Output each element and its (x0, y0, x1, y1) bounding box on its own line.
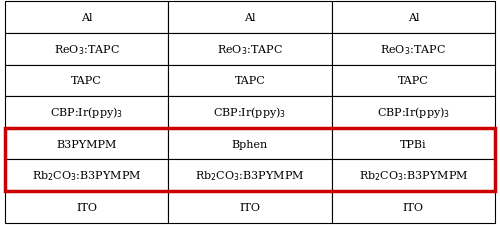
Text: Rb$_2$CO$_3$:B3PYMPM: Rb$_2$CO$_3$:B3PYMPM (196, 169, 304, 182)
Bar (5, 128, 168, 160)
Bar (5, 65, 168, 97)
Text: Bphen: Bphen (232, 139, 268, 149)
Text: ReO$_3$:TAPC: ReO$_3$:TAPC (54, 43, 120, 56)
Bar (5, 128, 495, 191)
Text: ITO: ITO (76, 202, 97, 212)
Bar (5, 160, 168, 191)
Text: Rb$_2$CO$_3$:B3PYMPM: Rb$_2$CO$_3$:B3PYMPM (32, 169, 142, 182)
Text: TAPC: TAPC (72, 76, 102, 86)
Bar (168, 97, 332, 128)
Bar (332, 65, 495, 97)
Bar (168, 160, 332, 191)
Bar (5, 2, 168, 34)
Text: Al: Al (408, 13, 419, 23)
Text: Al: Al (244, 13, 256, 23)
Bar (5, 97, 168, 128)
Bar (168, 191, 332, 223)
Text: TAPC: TAPC (398, 76, 428, 86)
Text: TPBi: TPBi (400, 139, 426, 149)
Text: CBP:Ir(ppy)$_3$: CBP:Ir(ppy)$_3$ (50, 105, 124, 120)
Bar (5, 191, 168, 223)
Text: ITO: ITO (403, 202, 424, 212)
Text: ReO$_3$:TAPC: ReO$_3$:TAPC (217, 43, 283, 56)
Text: TAPC: TAPC (234, 76, 266, 86)
Text: Rb$_2$CO$_3$:B3PYMPM: Rb$_2$CO$_3$:B3PYMPM (358, 169, 468, 182)
Text: ReO$_3$:TAPC: ReO$_3$:TAPC (380, 43, 446, 56)
Bar (332, 34, 495, 65)
Bar (332, 160, 495, 191)
Bar (332, 191, 495, 223)
Bar (168, 2, 332, 34)
Text: B3PYMPM: B3PYMPM (56, 139, 117, 149)
Bar (168, 65, 332, 97)
Bar (332, 128, 495, 160)
Text: ITO: ITO (240, 202, 260, 212)
Text: Al: Al (81, 13, 92, 23)
Bar (332, 97, 495, 128)
Bar (332, 2, 495, 34)
Text: CBP:Ir(ppy)$_3$: CBP:Ir(ppy)$_3$ (376, 105, 450, 120)
Bar (168, 128, 332, 160)
Text: CBP:Ir(ppy)$_3$: CBP:Ir(ppy)$_3$ (214, 105, 286, 120)
Bar (168, 34, 332, 65)
Bar (5, 34, 168, 65)
